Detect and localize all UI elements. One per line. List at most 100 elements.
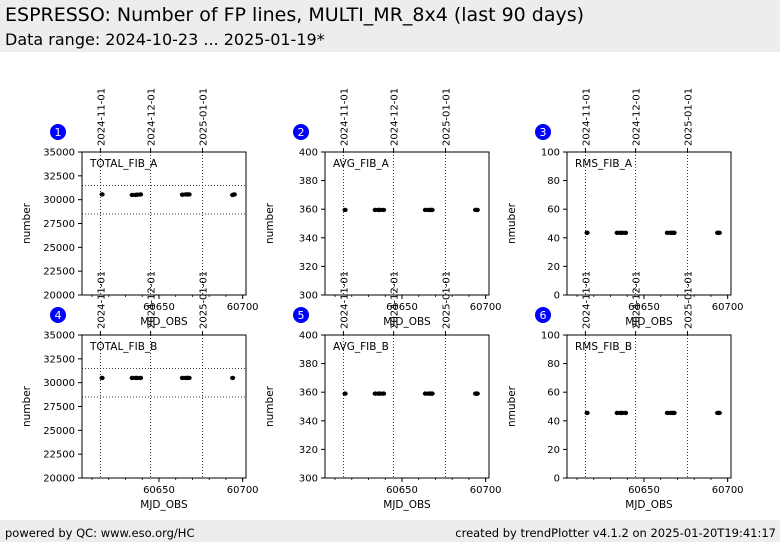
y-tick-label: 60 [547, 205, 560, 216]
data-point [671, 410, 677, 416]
y-tick-label: 20000 [43, 291, 75, 302]
y-tick-label: 320 [299, 445, 318, 456]
y-tick-label: 35000 [43, 331, 75, 342]
x-axis-label: MJD_OBS [140, 316, 188, 328]
x-tick-label: 60650 [386, 485, 418, 496]
date-tick-label: 2025-01-01 [683, 88, 694, 146]
y-tick-label: 30000 [43, 195, 75, 206]
data-point [137, 192, 144, 197]
plot-frame [324, 334, 490, 479]
plot-frame [81, 151, 247, 296]
y-tick-label: 80 [547, 176, 560, 187]
plot-frame [324, 151, 490, 296]
chart-panel-3: 60650 60700 0 20 40 60 80 100 2024-11-01 2024-12-… [506, 88, 744, 328]
panel-badge [535, 124, 551, 140]
x-tick-label: 60650 [628, 302, 660, 313]
y-tick-label: 60 [547, 388, 560, 399]
x-tick-label: 60700 [227, 485, 259, 496]
y-tick-label: 360 [299, 205, 318, 216]
data-point [716, 410, 722, 416]
y-tick-label: 40 [547, 233, 560, 244]
page-title: ESPRESSO: Number of FP lines, MULTI_MR_8… [5, 4, 585, 26]
y-tick-label: 100 [541, 148, 560, 159]
series-label: AVG_FIB_A [333, 158, 390, 170]
data-point [429, 207, 435, 213]
header-bar: ESPRESSO: Number of FP lines, MULTI_MR_8… [0, 0, 780, 52]
y-tick-label: 20 [547, 262, 560, 273]
x-axis-label: MJD_OBS [383, 316, 431, 328]
x-tick-label: 60700 [712, 485, 744, 496]
y-axis-label: number [21, 202, 33, 244]
panel-badge [293, 124, 309, 140]
data-point [230, 375, 236, 381]
data-point [584, 410, 590, 416]
y-tick-label: 300 [299, 474, 318, 485]
data-point [584, 230, 590, 235]
y-tick-label: 25000 [43, 426, 75, 437]
y-axis-label: nmuber [506, 385, 518, 427]
data-point [622, 410, 629, 416]
panel-badge-number: 2 [298, 126, 305, 139]
y-tick-label: 25000 [43, 243, 75, 254]
panel-badge [50, 307, 66, 323]
x-axis-label: MJD_OBS [140, 499, 188, 511]
x-tick-label: 60650 [143, 485, 175, 496]
date-tick-label: 2025-01-01 [441, 88, 452, 146]
footer-generator: created by trendPlotter v4.1.2 on 2025-0… [455, 526, 776, 540]
y-tick-label: 320 [299, 262, 318, 273]
y-tick-label: 32500 [43, 354, 75, 365]
panel-badge-number: 1 [55, 126, 62, 139]
data-point [671, 230, 677, 235]
y-tick-label: 340 [299, 416, 318, 427]
date-tick-label: 2024-11-01 [581, 88, 592, 146]
date-tick-label: 2024-12-01 [390, 271, 401, 329]
data-point [137, 375, 144, 381]
date-tick-label: 2024-12-01 [632, 88, 643, 146]
y-tick-label: 380 [299, 176, 318, 187]
chart-panel-4: 60650 60700 20000 22500 25000 27500 30000 32500… [21, 271, 259, 511]
panel-badge [50, 124, 66, 140]
data-point [186, 375, 192, 381]
y-tick-label: 27500 [43, 402, 75, 413]
date-tick-label: 2024-11-01 [96, 271, 107, 329]
data-point [474, 391, 480, 396]
date-tick-label: 2024-12-01 [632, 271, 643, 329]
data-point [231, 192, 237, 197]
y-tick-label: 340 [299, 233, 318, 244]
y-tick-label: 380 [299, 359, 318, 370]
panel-badge-number: 5 [298, 309, 305, 322]
x-axis-label: MJD_OBS [625, 316, 673, 328]
date-tick-label: 2024-12-01 [147, 88, 158, 146]
y-tick-label: 80 [547, 359, 560, 370]
y-tick-label: 360 [299, 388, 318, 399]
panel-badge-number: 4 [55, 309, 62, 322]
y-tick-label: 400 [299, 331, 318, 342]
series-label: AVG_FIB_B [333, 341, 389, 353]
x-tick-label: 60700 [712, 302, 744, 313]
y-tick-label: 0 [554, 474, 560, 485]
data-point [342, 391, 348, 396]
panel-badge-number: 6 [540, 309, 547, 322]
data-point [474, 207, 480, 213]
y-tick-label: 30000 [43, 378, 75, 389]
y-tick-label: 100 [541, 331, 560, 342]
x-tick-label: 60700 [227, 302, 259, 313]
series-label: TOTAL_FIB_B [89, 341, 157, 353]
data-point [429, 391, 435, 396]
y-tick-label: 40 [547, 416, 560, 427]
x-tick-label: 60650 [386, 302, 418, 313]
chart-panel-2: 60650 60700 300 320 340 360 380 400 2024-11-01 20… [264, 88, 502, 328]
y-tick-label: 0 [554, 291, 560, 302]
series-label: RMS_FIB_A [575, 158, 633, 170]
date-tick-label: 2024-11-01 [339, 88, 350, 146]
data-point [186, 192, 192, 197]
plot-frame [566, 151, 732, 296]
y-axis-label: number [264, 385, 276, 427]
x-tick-label: 60650 [143, 302, 175, 313]
panel-badge [535, 307, 551, 323]
data-point [716, 230, 722, 235]
page-subtitle: Data range: 2024-10-23 ... 2025-01-19* [5, 30, 325, 49]
date-tick-label: 2024-11-01 [581, 271, 592, 329]
